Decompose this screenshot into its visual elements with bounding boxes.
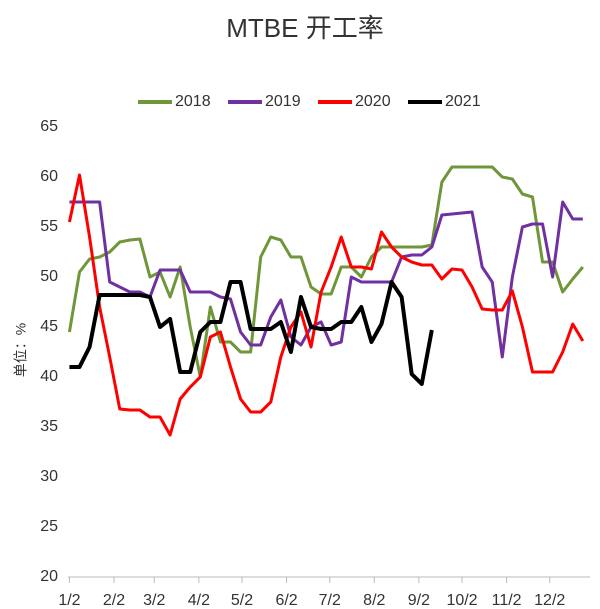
y-tick-label: 55	[40, 218, 58, 235]
line-series	[67, 173, 585, 437]
x-tick-label: 5/2	[231, 592, 253, 609]
x-tick-label: 2/2	[103, 592, 125, 609]
legend-label: 2021	[445, 93, 481, 110]
line-series	[67, 165, 584, 379]
x-tick-label: 12/2	[534, 592, 565, 609]
x-tick-label: 8/2	[363, 592, 385, 609]
x-tick-label: 1/2	[58, 592, 80, 609]
x-tick-label: 6/2	[275, 592, 297, 609]
y-tick-label: 60	[40, 168, 58, 185]
legend-label: 2020	[355, 93, 391, 110]
x-tick-label: 3/2	[143, 592, 165, 609]
y-tick-label: 50	[40, 268, 58, 285]
legend-label: 2019	[265, 93, 301, 110]
y-tick-label: 40	[40, 368, 58, 385]
legend-label: 2018	[175, 93, 211, 110]
y-tick-label: 20	[40, 568, 58, 585]
y-tick-label: 25	[40, 518, 58, 535]
x-tick-label: 7/2	[319, 592, 341, 609]
chart-title: MTBE 开工率	[226, 13, 383, 43]
y-tick-label: 45	[40, 318, 58, 335]
y-tick-label: 65	[40, 118, 58, 135]
x-tick-label: 9/2	[408, 592, 430, 609]
x-tick-label: 11/2	[492, 592, 522, 609]
line-series	[69, 280, 434, 386]
y-tick-label: 30	[40, 468, 58, 485]
line-series	[69, 200, 583, 359]
x-tick-label: 10/2	[446, 592, 477, 609]
x-tick-label: 4/2	[188, 592, 210, 609]
y-tick-label: 35	[40, 418, 58, 435]
y-axis-label: 单位：%	[13, 323, 29, 377]
